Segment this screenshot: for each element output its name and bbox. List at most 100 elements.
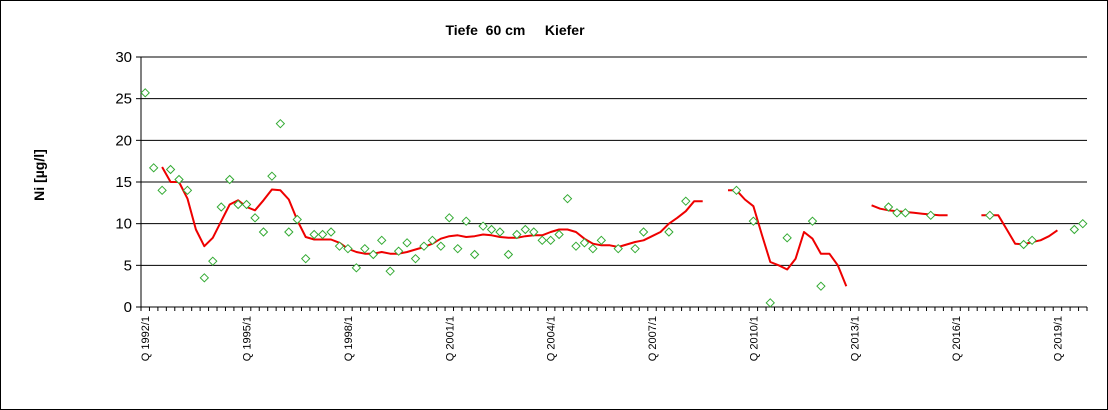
data-point-marker bbox=[1078, 218, 1088, 229]
data-point-marker bbox=[664, 227, 674, 237]
data-point-marker bbox=[1069, 224, 1080, 235]
trend-line-segment bbox=[871, 204, 948, 217]
data-point-marker bbox=[638, 227, 649, 237]
data-point-marker bbox=[596, 235, 607, 246]
y-tick-label: 25 bbox=[115, 91, 132, 108]
x-tick-label: Q 2013/1 bbox=[850, 316, 862, 361]
data-point-marker bbox=[469, 249, 480, 260]
data-point-marker bbox=[157, 185, 167, 196]
data-point-marker bbox=[199, 273, 210, 283]
data-point-marker bbox=[351, 263, 362, 273]
data-point-marker bbox=[571, 241, 581, 251]
data-point-marker bbox=[503, 249, 514, 260]
data-point-marker bbox=[985, 210, 995, 221]
data-point-marker bbox=[681, 196, 691, 206]
marker-layer bbox=[140, 88, 1088, 308]
data-point-marker bbox=[900, 208, 911, 218]
data-point-marker bbox=[241, 199, 252, 210]
data-point-marker bbox=[807, 216, 818, 226]
data-point-marker bbox=[275, 118, 286, 129]
data-point-marker bbox=[562, 193, 573, 204]
data-point-marker bbox=[148, 163, 159, 173]
data-point-marker bbox=[267, 171, 277, 181]
y-tick-label: 15 bbox=[115, 174, 132, 191]
data-point-marker bbox=[174, 174, 184, 185]
data-point-marker bbox=[529, 227, 539, 237]
data-point-marker bbox=[334, 241, 345, 251]
data-point-marker bbox=[317, 229, 328, 240]
data-point-marker bbox=[613, 243, 623, 254]
data-point-marker bbox=[419, 241, 429, 251]
grid-layer bbox=[141, 56, 1087, 266]
data-point-marker bbox=[427, 235, 438, 246]
data-point-marker bbox=[1018, 239, 1029, 250]
x-tick-label: Q 2007/1 bbox=[647, 316, 659, 361]
data-point-marker bbox=[140, 88, 150, 98]
x-tick-label: Q 2019/1 bbox=[1052, 316, 1064, 361]
y-tick-label: 5 bbox=[124, 257, 132, 274]
data-point-marker bbox=[326, 227, 336, 237]
data-point-marker bbox=[224, 174, 235, 185]
data-point-marker bbox=[360, 243, 370, 254]
data-point-marker bbox=[495, 227, 505, 237]
data-point-marker bbox=[816, 281, 826, 291]
data-point-marker bbox=[284, 227, 294, 237]
y-tick-label: 0 bbox=[124, 299, 132, 316]
x-tick-label: Q 2001/1 bbox=[444, 316, 456, 361]
data-point-marker bbox=[588, 243, 598, 254]
data-point-marker bbox=[410, 253, 421, 264]
data-point-marker bbox=[926, 210, 936, 221]
x-tick-label: Q 1995/1 bbox=[242, 316, 254, 361]
data-point-marker bbox=[377, 235, 387, 246]
data-point-marker bbox=[520, 224, 531, 235]
data-point-marker bbox=[182, 185, 193, 196]
data-point-marker bbox=[579, 238, 590, 248]
data-point-marker bbox=[892, 208, 902, 218]
x-tick-label: Q 1998/1 bbox=[343, 316, 355, 361]
y-axis-label: Ni [µg/l] bbox=[31, 149, 47, 201]
data-point-marker bbox=[731, 185, 742, 196]
y-tick-label: 30 bbox=[115, 49, 132, 66]
data-point-marker bbox=[765, 298, 775, 308]
data-point-marker bbox=[393, 246, 404, 256]
data-point-marker bbox=[486, 224, 497, 235]
data-point-marker bbox=[208, 256, 218, 266]
data-point-marker bbox=[250, 213, 260, 223]
data-point-marker bbox=[233, 199, 243, 210]
data-point-marker bbox=[478, 221, 488, 231]
trend-line-segment bbox=[981, 214, 1058, 246]
trend-line-segment bbox=[728, 189, 848, 287]
data-point-marker bbox=[258, 227, 269, 237]
data-point-marker bbox=[883, 202, 894, 212]
data-point-marker bbox=[300, 253, 311, 264]
x-tick-label: Q 2016/1 bbox=[951, 316, 963, 361]
data-point-marker bbox=[216, 202, 226, 212]
data-point-marker bbox=[461, 216, 471, 226]
trend-layer bbox=[161, 166, 1058, 287]
data-point-marker bbox=[748, 216, 759, 226]
data-point-marker bbox=[782, 233, 792, 243]
chart-title: Tiefe 60 cm Kiefer bbox=[445, 22, 585, 38]
data-point-marker bbox=[385, 266, 395, 276]
data-point-marker bbox=[545, 235, 556, 246]
axis-layer: 0 5 10 15 20 25 30 Q 1992/1 Q 1995/1 Q 1998/1 Q 20… bbox=[115, 49, 1088, 361]
data-point-marker bbox=[343, 243, 353, 254]
x-tick-label: Q 1992/1 bbox=[140, 316, 152, 361]
data-point-marker bbox=[292, 214, 302, 225]
y-tick-label: 20 bbox=[115, 132, 132, 149]
y-tick-label: 10 bbox=[115, 216, 132, 233]
data-point-marker bbox=[436, 241, 446, 251]
data-point-marker bbox=[630, 243, 640, 254]
data-point-marker bbox=[165, 164, 176, 175]
data-point-marker bbox=[554, 229, 564, 240]
data-point-marker bbox=[537, 235, 547, 246]
x-tick-label: Q 2004/1 bbox=[546, 316, 558, 361]
data-point-marker bbox=[1027, 235, 1037, 246]
data-point-marker bbox=[512, 229, 522, 240]
data-point-marker bbox=[368, 249, 378, 260]
data-point-marker bbox=[444, 213, 455, 223]
data-point-marker bbox=[402, 238, 412, 248]
data-point-marker bbox=[453, 243, 463, 254]
